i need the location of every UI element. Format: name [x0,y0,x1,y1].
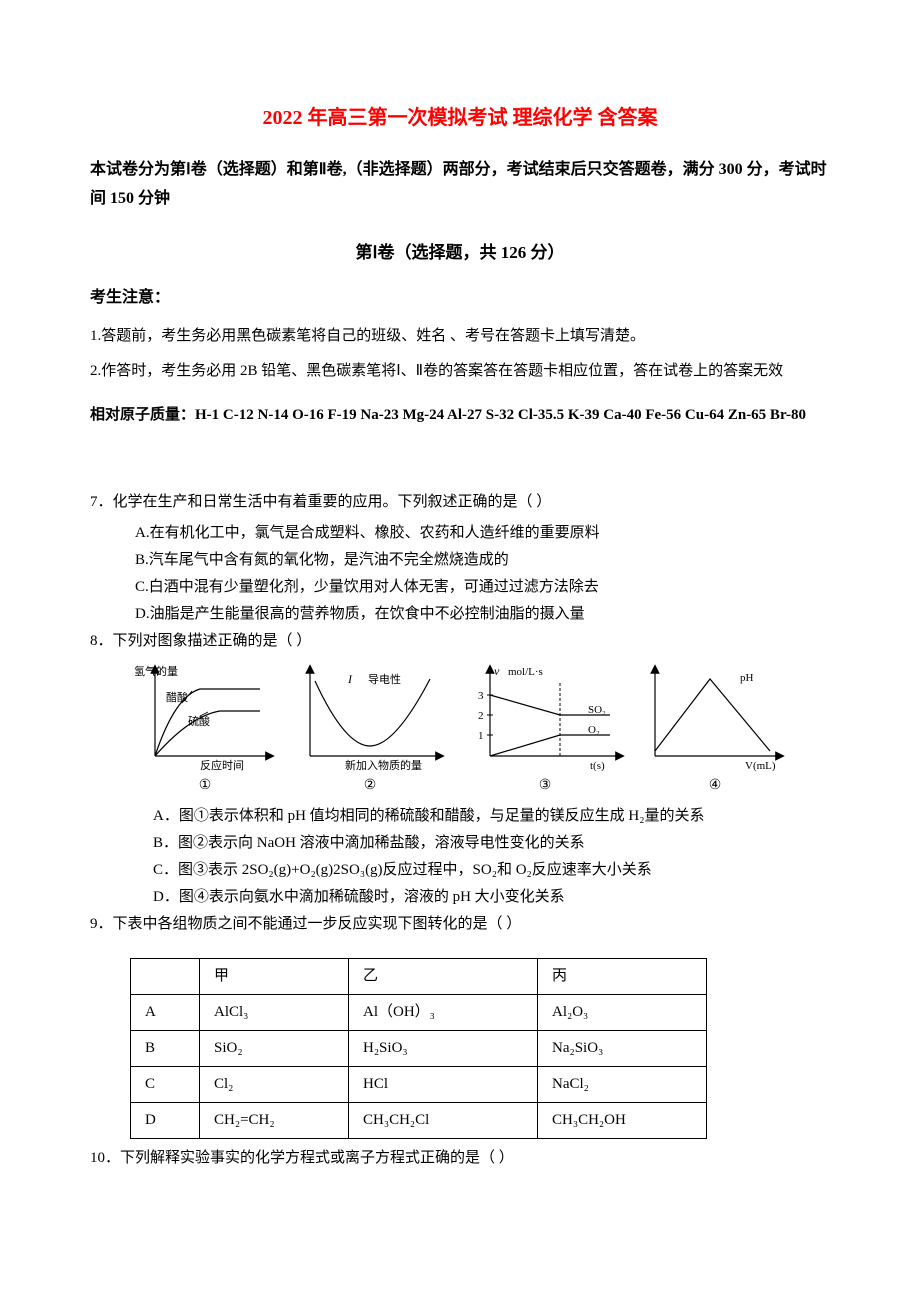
q8-opt-a: A．图①表示体积和 pH 值均相同的稀硫酸和醋酸，与足量的镁反应生成 H₂量的关… [90,803,830,830]
chart-1-num: ① [130,773,280,798]
atomic-masses: 相对原子质量：H-1 C-12 N-14 O-16 F-19 Na-23 Mg-… [90,401,830,430]
chart-2-svg: I 导电性 新加入物质的量 [290,661,450,771]
table-cell: Na₂SiO₃ [538,1030,707,1066]
chart-1: 氢气的量 醋酸 硫酸 反应时间 ① [130,661,280,798]
q8-stem: 8．下列对图象描述正确的是（ ） [90,628,830,655]
chart-4-num: ④ [640,773,790,798]
table-cell: AlCl₃ [200,994,349,1030]
chart1-xlabel: 反应时间 [200,758,244,771]
chart2-curve-label: I [347,672,353,686]
q9-stem: 9．下表中各组物质之间不能通过一步反应实现下图转化的是（ ） [90,911,830,938]
chart1-line1-label: 醋酸 [166,690,188,704]
chart-3-num: ③ [460,773,630,798]
table-cell: Al₂O₃ [538,994,707,1030]
svg-text:1: 1 [478,730,484,742]
chart4-ylabel: pH [740,672,754,684]
chart4-xlabel: V(mL) [745,760,776,771]
q9-table: 甲 乙 丙 A AlCl₃ Al（OH）₃ Al₂O₃ B SiO₂ H₂SiO… [130,958,707,1139]
q7-stem: 7．化学在生产和日常生活中有着重要的应用。下列叙述正确的是（ ） [90,489,830,516]
q9-h1: 甲 [200,958,349,994]
q8-charts: 氢气的量 醋酸 硫酸 反应时间 ① I 导电性 新加入物质的量 ② [130,661,830,798]
chart3-ylabel: v [494,664,500,678]
q7-opt-d: D.油脂是产生能量很高的营养物质，在饮食中不必控制油脂的摄入量 [90,601,830,628]
table-cell: SiO₂ [200,1030,349,1066]
q7-opt-a: A.在有机化工中，氯气是合成塑料、橡胶、农药和人造纤维的重要原料 [90,520,830,547]
q8-opt-c: C．图③表示 2SO₂(g)+O₂(g)2SO₃(g)反应过程中，SO₂和 O₂… [90,857,830,884]
q7-opt-c: C.白酒中混有少量塑化剂，少量饮用对人体无害，可通过过滤方法除去 [90,574,830,601]
q10-stem: 10．下列解释实验事实的化学方程式或离子方程式正确的是（ ） [90,1145,830,1172]
svg-text:3: 3 [478,690,484,702]
chart3-o2: O₂ [588,724,600,736]
chart-2: I 导电性 新加入物质的量 ② [290,661,450,798]
svg-text:2: 2 [478,710,484,722]
table-cell: C [131,1066,200,1102]
table-cell: CH₃CH₂Cl [349,1102,538,1138]
chart-4: pH V(mL) ④ [640,661,790,798]
chart-2-num: ② [290,773,450,798]
chart-3: v mol/L·s 1 2 3 SO₂ O₂ t(s) ③ [460,661,630,798]
chart-4-svg: pH V(mL) [640,661,790,771]
q9-h3: 丙 [538,958,707,994]
q9-h2: 乙 [349,958,538,994]
table-cell: B [131,1030,200,1066]
table-cell: Cl₂ [200,1066,349,1102]
chart-3-svg: v mol/L·s 1 2 3 SO₂ O₂ t(s) [460,661,630,771]
notice-1: 1.答题前，考生务必用黑色碳素笔将自己的班级、姓名 、考号在答题卡上填写清楚。 [90,323,830,350]
table-cell: Al（OH）₃ [349,994,538,1030]
exam-title: 2022 年高三第一次模拟考试 理综化学 含答案 [90,100,830,136]
chart1-line2-label: 硫酸 [188,714,210,728]
table-cell: D [131,1102,200,1138]
q7-opt-b: B.汽车尾气中含有氮的氧化物，是汽油不完全燃烧造成的 [90,547,830,574]
chart3-xlabel: t(s) [590,760,605,771]
section-1-title: 第Ⅰ卷（选择题，共 126 分） [90,238,830,269]
notice-2: 2.作答时，考生务必用 2B 铅笔、黑色碳素笔将Ⅰ、Ⅱ卷的答案答在答题卡相应位置… [90,358,830,385]
table-cell: CH₃CH₂OH [538,1102,707,1138]
q8-opt-d: D．图④表示向氨水中滴加稀硫酸时，溶液的 pH 大小变化关系 [90,884,830,911]
table-cell: A [131,994,200,1030]
exam-intro: 本试卷分为第Ⅰ卷（选择题）和第Ⅱ卷,（非选择题）两部分，考试结束后只交答题卷，满… [90,156,830,214]
chart2-ylabel: 导电性 [368,672,401,686]
table-cell: HCl [349,1066,538,1102]
notice-heading: 考生注意： [90,284,830,313]
chart3-yunit: mol/L·s [508,666,543,678]
chart-1-svg: 氢气的量 醋酸 硫酸 反应时间 [130,661,280,771]
chart3-so2: SO₂ [588,704,606,716]
table-cell: H₂SiO₃ [349,1030,538,1066]
chart2-xlabel: 新加入物质的量 [345,758,422,771]
q8-opt-b: B．图②表示向 NaOH 溶液中滴加稀盐酸，溶液导电性变化的关系 [90,830,830,857]
table-cell: NaCl₂ [538,1066,707,1102]
chart1-ylabel: 氢气的量 [134,664,178,678]
table-cell: CH₂=CH₂ [200,1102,349,1138]
q9-h0 [131,958,200,994]
